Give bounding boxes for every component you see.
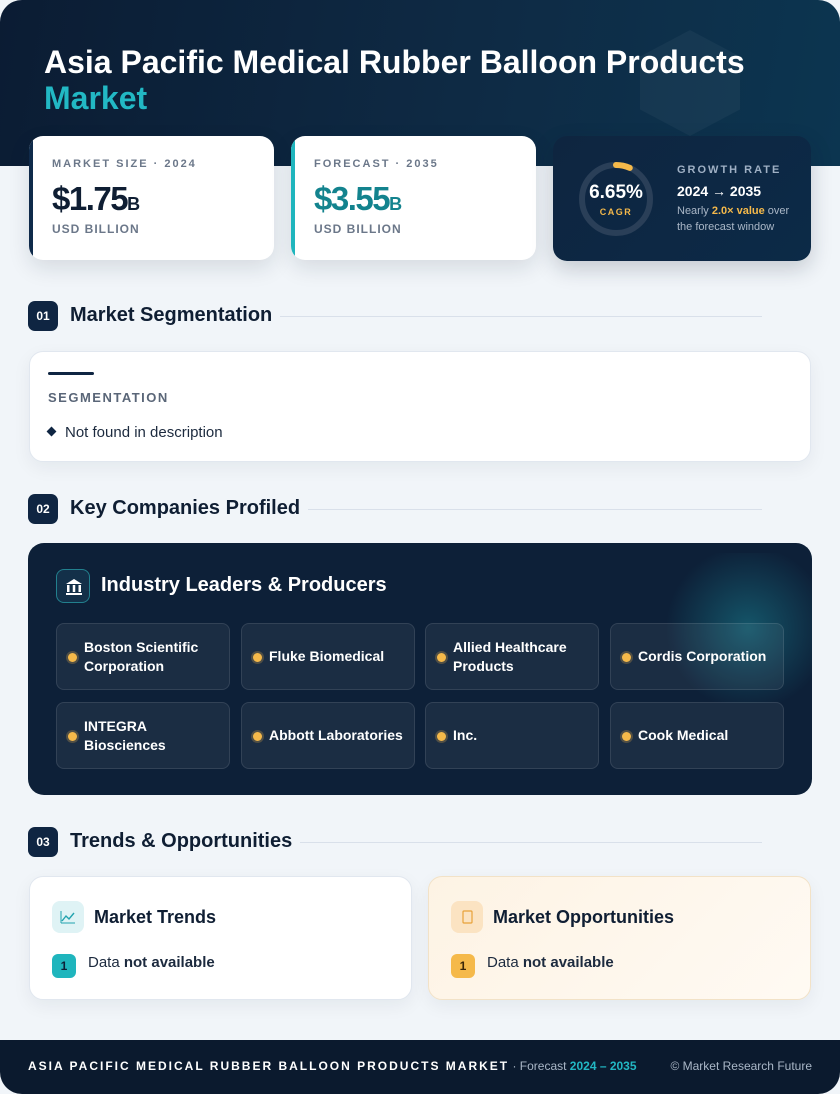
company-chip: Abbott Laboratories bbox=[241, 702, 415, 769]
trend-item-text: Data not available bbox=[88, 954, 215, 971]
growth-note-highlight: 2.0× value bbox=[711, 205, 765, 217]
section-header-trends: 03 Trends & Opportunities bbox=[28, 827, 812, 857]
bullet-dot-icon bbox=[68, 732, 77, 741]
company-chip: Cordis Corporation bbox=[610, 623, 784, 690]
segmentation-card: SEGMENTATION Not found in description bbox=[29, 351, 811, 462]
bullet-dot-icon bbox=[437, 732, 446, 741]
line-chart-icon bbox=[52, 901, 84, 933]
footer-caption: ASIA PACIFIC MEDICAL RUBBER BALLOON PROD… bbox=[28, 1059, 637, 1073]
market-opportunities-card: Market Opportunities 1 Data not availabl… bbox=[428, 876, 811, 1000]
growth-rate-note: Nearly 2.0× value over the forecast wind… bbox=[677, 203, 802, 235]
company-name: Abbott Laboratories bbox=[269, 727, 403, 743]
section-title: Market Segmentation bbox=[70, 304, 273, 326]
company-name: Cook Medical bbox=[638, 727, 729, 743]
section-divider bbox=[308, 509, 762, 510]
company-chip: Boston Scientific Corporation bbox=[56, 623, 230, 690]
company-name: INTEGRA Biosciences bbox=[84, 717, 166, 753]
trend-item-bold: not available bbox=[123, 954, 215, 971]
section-number: 01 bbox=[28, 301, 58, 331]
company-name: Fluke Biomedical bbox=[269, 648, 385, 664]
trend-item-prefix: Data bbox=[88, 954, 124, 971]
segmentation-title: SEGMENTATION bbox=[48, 390, 169, 405]
cagr-ring-arc bbox=[579, 162, 653, 236]
companies-title: Industry Leaders & Producers bbox=[101, 574, 387, 596]
cagr-ring-gauge bbox=[579, 162, 653, 236]
glow-decoration bbox=[658, 553, 812, 703]
market-size-unit: USD BILLION bbox=[52, 222, 140, 236]
company-chip: Allied Healthcare Products bbox=[425, 623, 599, 690]
market-size-card: MARKET SIZE · 2024 $1.75B USD BILLION bbox=[29, 136, 274, 260]
page-title-main: Asia Pacific Medical Rubber Balloon Prod… bbox=[44, 44, 745, 80]
forecast-unit: USD BILLION bbox=[314, 222, 402, 236]
page-title-accent: Market bbox=[44, 80, 148, 116]
opportunity-item-prefix: Data bbox=[487, 954, 523, 971]
footer-copyright: © Market Research Future bbox=[670, 1059, 812, 1073]
section-divider bbox=[280, 316, 762, 317]
footer-forecast-prefix: · Forecast bbox=[509, 1059, 570, 1073]
company-chip: Fluke Biomedical bbox=[241, 623, 415, 690]
footer: ASIA PACIFIC MEDICAL RUBBER BALLOON PROD… bbox=[0, 1040, 840, 1094]
company-name: Inc. bbox=[453, 727, 478, 743]
diamond-bullet-icon bbox=[46, 426, 57, 437]
forecast-amount: $3.55 bbox=[314, 180, 391, 217]
market-size-amount: $1.75 bbox=[52, 180, 129, 217]
card-accent-bar bbox=[291, 136, 295, 260]
section-number: 02 bbox=[28, 494, 58, 524]
market-size-label: MARKET SIZE · 2024 bbox=[52, 158, 197, 170]
growth-note-suffix: over the forecast window bbox=[677, 205, 790, 233]
card-accent-bar bbox=[29, 136, 33, 260]
forecast-card: FORECAST · 2035 $3.55B USD BILLION bbox=[291, 136, 536, 260]
bullet-dot-icon bbox=[622, 732, 631, 741]
hexagon-decoration bbox=[640, 30, 740, 136]
trend-item-number: 1 bbox=[52, 954, 76, 978]
company-chip: Cook Medical bbox=[610, 702, 784, 769]
bank-icon bbox=[56, 569, 90, 603]
cagr-label: CAGR bbox=[599, 207, 633, 217]
company-name: Boston Scientific Corporation bbox=[84, 638, 199, 674]
bullet-dot-icon bbox=[253, 653, 262, 662]
market-size-suffix: B bbox=[127, 194, 141, 214]
tag-icon bbox=[451, 901, 483, 933]
growth-rate-card: 6.65% CAGR GROWTH RATE 2024 → 2035 Nearl… bbox=[553, 136, 811, 261]
bullet-dot-icon bbox=[437, 653, 446, 662]
growth-rate-range: 2024 → 2035 bbox=[677, 183, 762, 199]
opportunity-item-text: Data not available bbox=[487, 954, 614, 971]
cagr-value: 6.65% bbox=[589, 182, 643, 203]
market-trends-title: Market Trends bbox=[94, 907, 217, 927]
market-opportunities-title: Market Opportunities bbox=[493, 907, 675, 927]
footer-forecast-years: 2024 – 2035 bbox=[569, 1059, 637, 1073]
segmentation-item: Not found in description bbox=[46, 424, 223, 441]
opportunity-item-bold: not available bbox=[522, 954, 614, 971]
company-chip: Inc. bbox=[425, 702, 599, 769]
bullet-dot-icon bbox=[253, 732, 262, 741]
forecast-label: FORECAST · 2035 bbox=[314, 158, 439, 170]
section-title: Trends & Opportunities bbox=[70, 830, 293, 852]
bullet-dot-icon bbox=[622, 653, 631, 662]
section-title: Key Companies Profiled bbox=[70, 497, 301, 519]
segmentation-item-text: Not found in description bbox=[65, 424, 223, 441]
segmentation-rule bbox=[48, 372, 94, 375]
growth-note-prefix: Nearly bbox=[677, 205, 712, 217]
forecast-suffix: B bbox=[389, 194, 403, 214]
section-divider bbox=[300, 842, 762, 843]
page-title: Asia Pacific Medical Rubber Balloon Prod… bbox=[44, 44, 804, 116]
section-header-segmentation: 01 Market Segmentation bbox=[28, 301, 812, 331]
market-trends-card: Market Trends 1 Data not available bbox=[29, 876, 412, 1000]
company-chip: INTEGRA Biosciences bbox=[56, 702, 230, 769]
section-number: 03 bbox=[28, 827, 58, 857]
bullet-dot-icon bbox=[68, 653, 77, 662]
opportunity-item-number: 1 bbox=[451, 954, 475, 978]
footer-brand: ASIA PACIFIC MEDICAL RUBBER BALLOON PROD… bbox=[28, 1059, 510, 1073]
growth-rate-label: GROWTH RATE bbox=[677, 164, 782, 176]
market-size-value: $1.75B bbox=[52, 180, 140, 218]
company-name: Allied Healthcare Products bbox=[453, 638, 567, 674]
section-header-companies: 02 Key Companies Profiled bbox=[28, 494, 812, 524]
companies-panel: Industry Leaders & Producers Boston Scie… bbox=[28, 543, 812, 795]
forecast-value: $3.55B bbox=[314, 180, 402, 218]
company-name: Cordis Corporation bbox=[638, 648, 767, 664]
